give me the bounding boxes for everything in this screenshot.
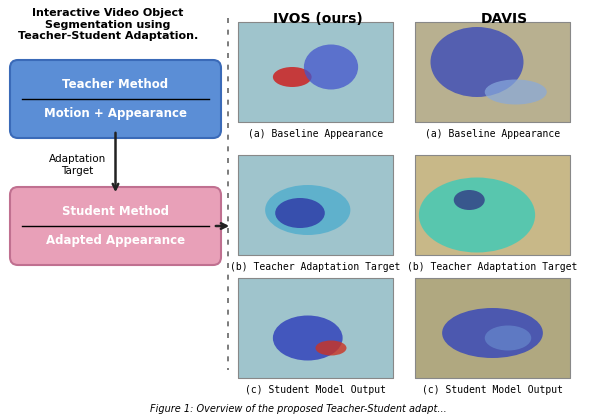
Bar <box>415 278 570 378</box>
Ellipse shape <box>304 44 358 89</box>
Text: Adapted Appearance: Adapted Appearance <box>46 234 185 247</box>
Bar <box>238 278 393 378</box>
Text: Motion + Appearance: Motion + Appearance <box>44 107 187 120</box>
Ellipse shape <box>315 341 346 355</box>
Bar <box>415 278 570 378</box>
Text: Interactive Video Object
Segmentation using
Teacher-Student Adaptation.: Interactive Video Object Segmentation us… <box>18 8 198 41</box>
Ellipse shape <box>273 67 312 87</box>
Text: Adaptation
Target: Adaptation Target <box>49 154 106 176</box>
Text: (a) Baseline Appearance: (a) Baseline Appearance <box>248 129 383 139</box>
Text: (c) Student Model Output: (c) Student Model Output <box>422 385 563 395</box>
Text: DAVIS: DAVIS <box>480 12 527 26</box>
Bar <box>415 155 570 255</box>
Bar <box>238 278 393 378</box>
Ellipse shape <box>265 185 350 235</box>
Bar <box>238 155 393 255</box>
Bar <box>415 22 570 122</box>
Bar <box>415 22 570 122</box>
Text: (c) Student Model Output: (c) Student Model Output <box>245 385 386 395</box>
Bar <box>238 155 393 255</box>
Bar <box>415 278 570 378</box>
Bar <box>415 155 570 255</box>
Ellipse shape <box>485 326 531 351</box>
Text: IVOS (ours): IVOS (ours) <box>273 12 363 26</box>
Text: Figure 1: Overview of the proposed Teacher-Student adapt...: Figure 1: Overview of the proposed Teach… <box>150 404 446 414</box>
Bar <box>238 278 393 378</box>
Ellipse shape <box>273 316 343 360</box>
Ellipse shape <box>454 190 485 210</box>
Ellipse shape <box>275 198 325 228</box>
Bar <box>238 155 393 255</box>
Bar <box>238 22 393 122</box>
Ellipse shape <box>442 308 543 358</box>
Ellipse shape <box>419 178 535 252</box>
Ellipse shape <box>485 79 547 104</box>
Text: (b) Teacher Adaptation Target: (b) Teacher Adaptation Target <box>230 262 401 272</box>
Bar <box>415 22 570 122</box>
Text: Student Method: Student Method <box>62 205 169 218</box>
Ellipse shape <box>430 27 523 97</box>
Text: (a) Baseline Appearance: (a) Baseline Appearance <box>425 129 560 139</box>
Text: (b) Teacher Adaptation Target: (b) Teacher Adaptation Target <box>407 262 578 272</box>
Bar <box>238 22 393 122</box>
FancyBboxPatch shape <box>10 60 221 138</box>
Bar <box>238 22 393 122</box>
Bar <box>415 155 570 255</box>
Text: Teacher Method: Teacher Method <box>63 78 169 91</box>
FancyBboxPatch shape <box>10 187 221 265</box>
